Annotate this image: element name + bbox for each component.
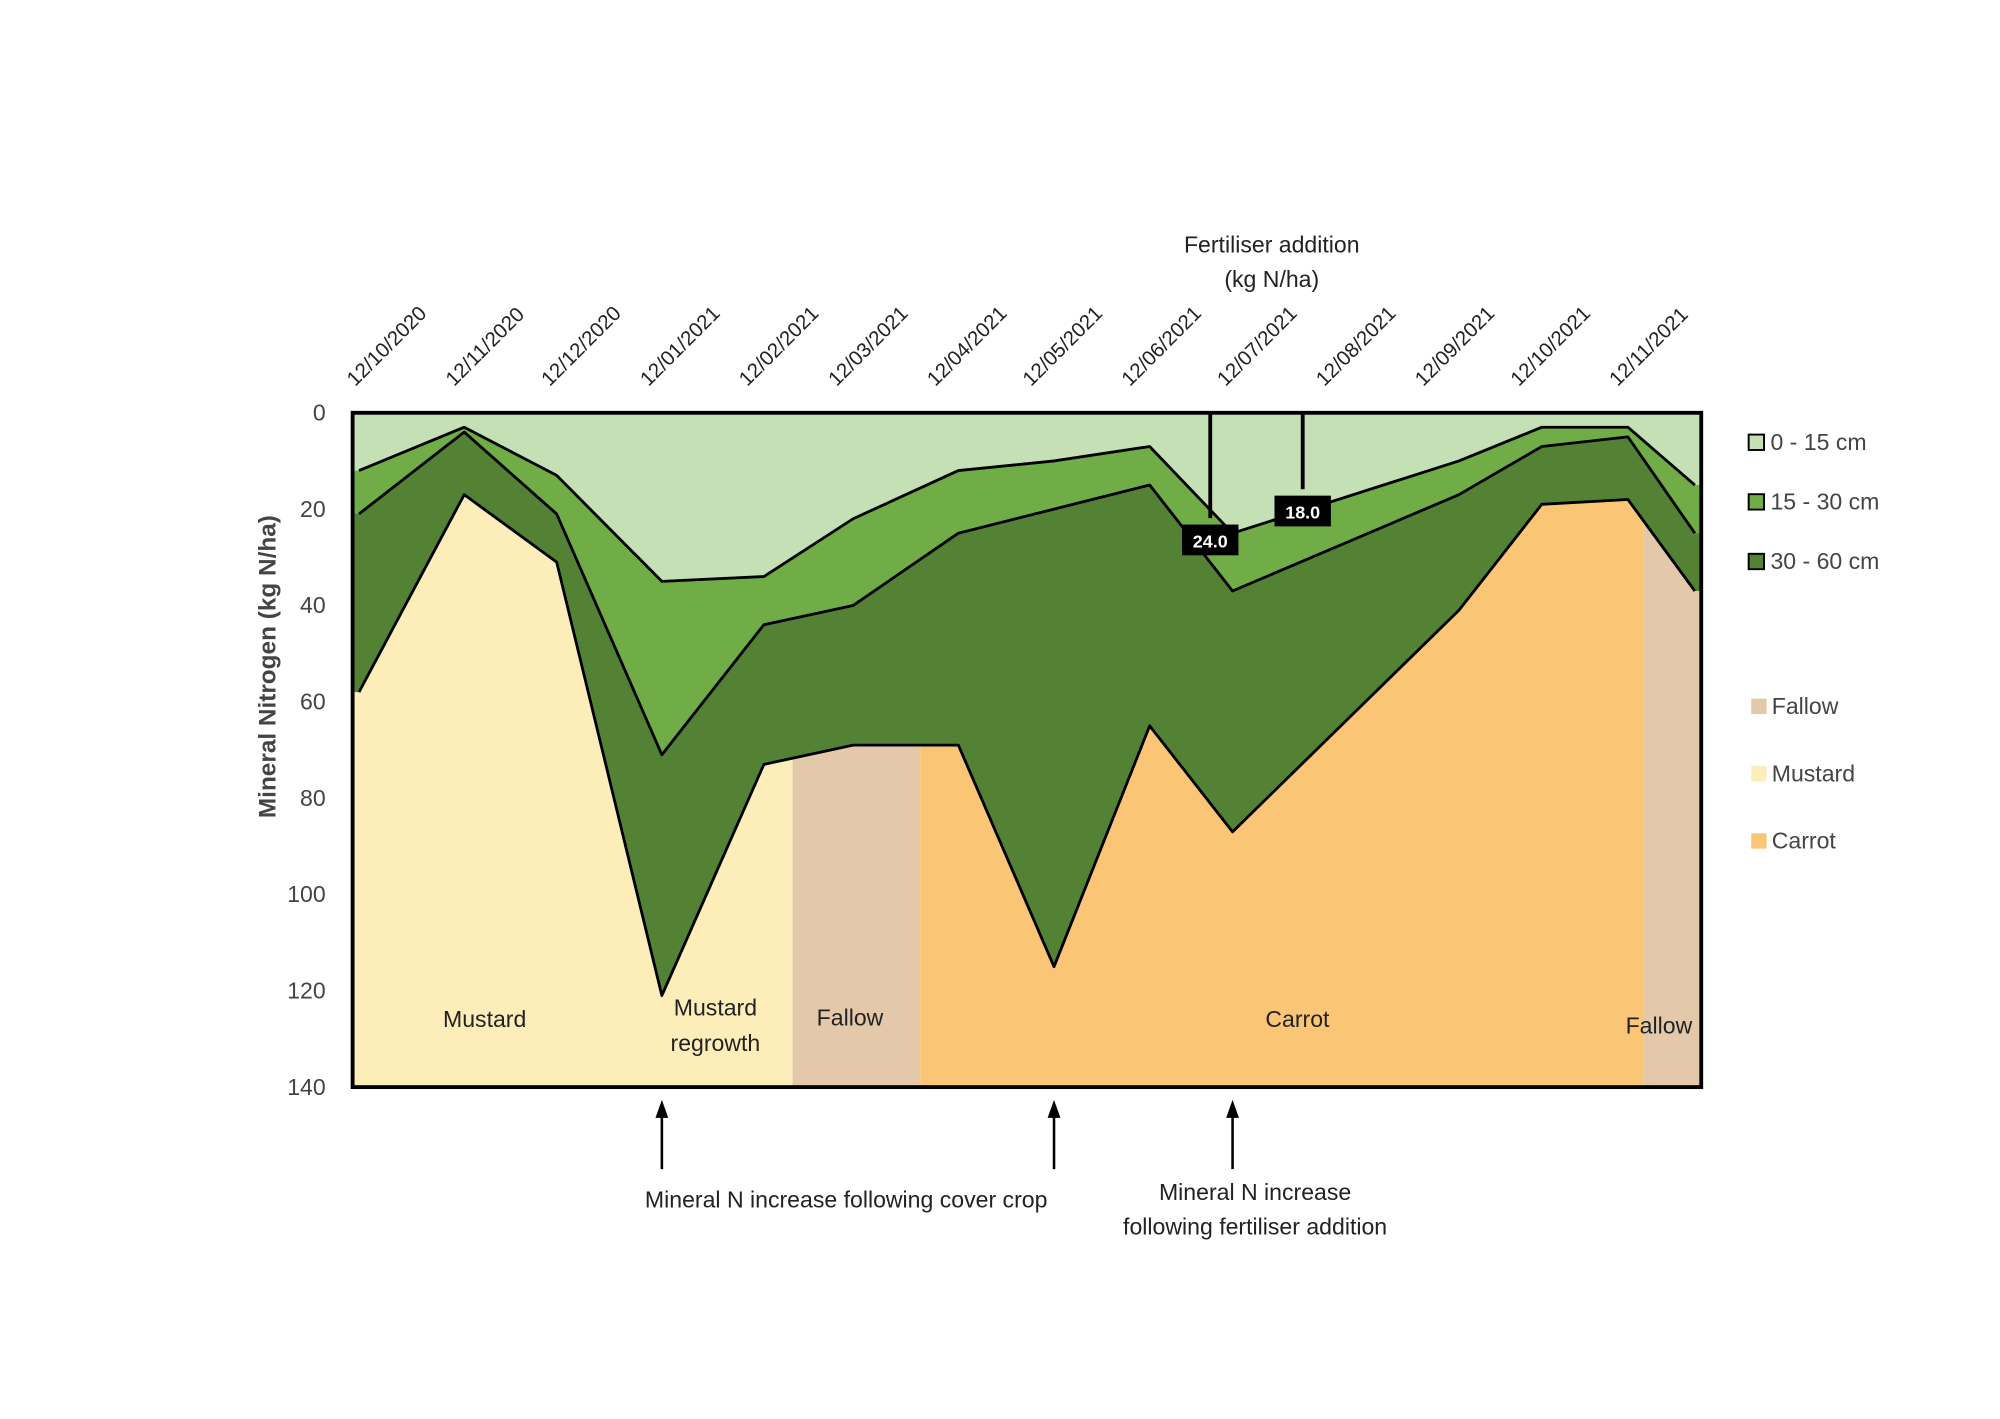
x-tick-label: 12/11/2021 xyxy=(1605,303,1693,391)
y-tick-label: 0 xyxy=(313,399,326,425)
crop-label-fallow-end: Fallow xyxy=(1626,1012,1693,1038)
legend-label: Mustard xyxy=(1772,760,1855,786)
legend-swatch xyxy=(1749,554,1764,569)
legend-swatch xyxy=(1749,435,1764,450)
legend-label: 0 - 15 cm xyxy=(1770,429,1866,455)
x-tick-label: 12/03/2021 xyxy=(824,302,913,391)
x-tick-label: 12/12/2020 xyxy=(537,302,626,391)
arrow-up-icon xyxy=(1226,1100,1239,1118)
annotation-fertiliser-2: following fertiliser addition xyxy=(1123,1214,1387,1240)
x-tick-label: 12/01/2021 xyxy=(636,302,725,391)
y-tick-label: 60 xyxy=(300,688,326,714)
y-tick-label: 40 xyxy=(300,592,326,618)
crop-label-mustard: Mustard xyxy=(443,1006,526,1032)
x-tick-label: 12/06/2021 xyxy=(1117,302,1206,391)
y-tick-label: 140 xyxy=(287,1074,325,1100)
fertiliser-title-2: (kg N/ha) xyxy=(1224,266,1319,292)
x-tick-label: 12/09/2021 xyxy=(1410,302,1499,391)
legend-swatch xyxy=(1749,494,1764,509)
y-tick-label: 120 xyxy=(287,977,325,1003)
y-tick-label: 80 xyxy=(300,785,326,811)
annotations: Mineral N increase following cover crop M… xyxy=(645,1100,1387,1240)
legend-label: 30 - 60 cm xyxy=(1770,548,1879,574)
x-tick-label: 12/02/2021 xyxy=(735,302,824,391)
legend-swatch xyxy=(1751,833,1766,848)
annotation-fertiliser-1: Mineral N increase xyxy=(1159,1179,1351,1205)
crop-label-mustard-regrowth-1: Mustard xyxy=(674,994,757,1020)
x-tick-label: 12/11/2020 xyxy=(441,303,529,391)
crop-label-fallow: Fallow xyxy=(817,1005,884,1031)
y-axis-label: Mineral Nitrogen (kg N/ha) xyxy=(255,515,282,818)
legend-label: Fallow xyxy=(1772,693,1839,719)
x-tick-label: 12/04/2021 xyxy=(923,302,1012,391)
legend-label: Carrot xyxy=(1772,828,1837,854)
x-tick-label: 12/05/2021 xyxy=(1018,302,1107,391)
annotation-cover-crop: Mineral N increase following cover crop xyxy=(645,1187,1047,1213)
crop-label-mustard-regrowth-2: regrowth xyxy=(671,1030,761,1056)
legend-swatch xyxy=(1751,766,1766,781)
legend-swatch xyxy=(1751,699,1766,714)
fertiliser-title-1: Fertiliser addition xyxy=(1184,232,1360,258)
x-tick-label: 12/10/2021 xyxy=(1506,302,1595,391)
crop-label-carrot: Carrot xyxy=(1265,1006,1330,1032)
fertiliser-value: 18.0 xyxy=(1285,503,1320,523)
arrow-up-icon xyxy=(655,1100,668,1118)
x-tick-label: 12/08/2021 xyxy=(1312,302,1401,391)
y-tick-label: 100 xyxy=(287,881,325,907)
y-tick-label: 20 xyxy=(300,496,326,522)
x-tick-label: 12/07/2021 xyxy=(1213,302,1302,391)
x-tick-label: 12/10/2020 xyxy=(342,302,431,391)
legend-label: 15 - 30 cm xyxy=(1770,489,1879,515)
y-axis: 0 20 40 60 80 100 120 140 xyxy=(287,399,325,1099)
arrow-up-icon xyxy=(1048,1100,1061,1118)
fertiliser-value: 24.0 xyxy=(1193,532,1228,552)
legend: 0 - 15 cm 15 - 30 cm 30 - 60 cm Fallow Musta… xyxy=(1749,429,1880,854)
